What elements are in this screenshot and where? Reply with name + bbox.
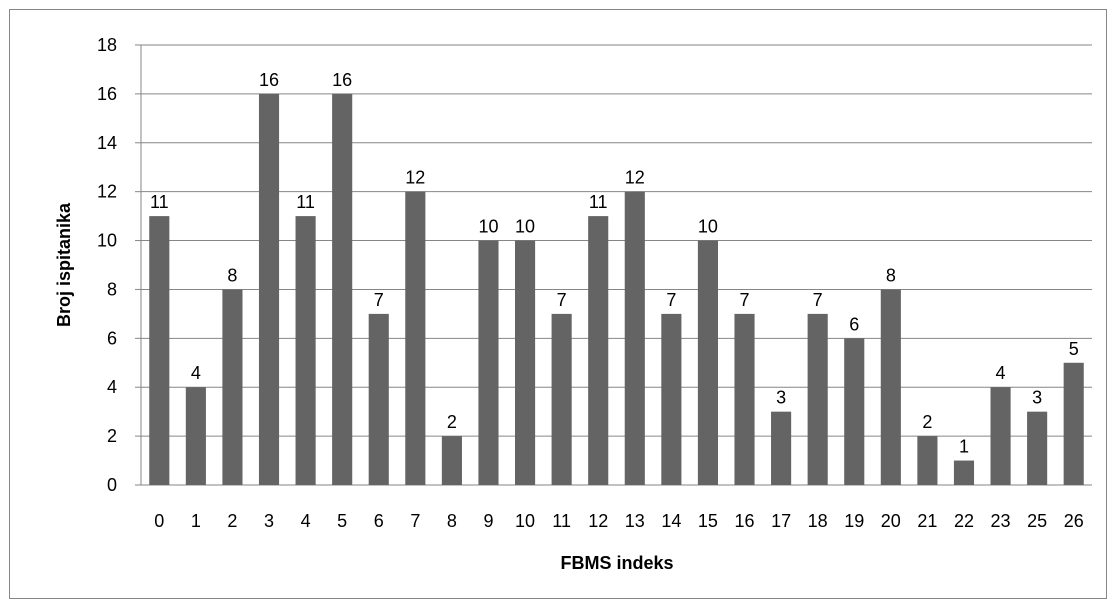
bar xyxy=(990,387,1011,485)
data-label: 7 xyxy=(666,290,676,310)
bar xyxy=(1027,411,1048,485)
y-tick-label: 8 xyxy=(107,279,117,299)
data-label: 4 xyxy=(996,363,1006,383)
data-label: 7 xyxy=(740,290,750,310)
x-tick-label: 18 xyxy=(808,511,828,531)
bar xyxy=(478,240,499,485)
data-label: 7 xyxy=(557,290,567,310)
data-label: 2 xyxy=(922,412,932,432)
bar xyxy=(185,387,206,485)
y-tick-label: 16 xyxy=(97,84,117,104)
bar xyxy=(771,411,792,485)
data-label: 11 xyxy=(150,192,169,212)
x-tick-label: 7 xyxy=(410,511,420,531)
x-tick-label: 4 xyxy=(301,511,311,531)
data-label: 10 xyxy=(478,217,498,237)
x-tick-label: 23 xyxy=(991,511,1011,531)
x-tick-label: 6 xyxy=(374,511,384,531)
data-label: 3 xyxy=(1032,388,1042,408)
bar xyxy=(661,313,682,485)
x-tick-label: 13 xyxy=(625,511,645,531)
bar xyxy=(551,313,572,485)
x-tick-label: 12 xyxy=(588,511,608,531)
y-tick-label: 6 xyxy=(107,328,117,348)
x-tick-label: 26 xyxy=(1064,511,1084,531)
data-labels: 11 4 8 16 11 16 7 12 2 10 10 7 11 12 7 10 7 3 7 6 8 2 1 4 3 5 xyxy=(150,70,1079,457)
bar xyxy=(149,216,170,485)
data-label: 12 xyxy=(625,168,645,188)
bar xyxy=(1063,362,1084,485)
data-label: 11 xyxy=(296,192,315,212)
y-axis-title: Broj ispitanika xyxy=(54,202,74,327)
data-label: 3 xyxy=(776,388,786,408)
x-tick-label: 20 xyxy=(881,511,901,531)
bar xyxy=(734,313,755,485)
bar xyxy=(332,93,353,485)
y-tick-label: 2 xyxy=(107,426,117,446)
data-label: 10 xyxy=(698,217,718,237)
data-label: 6 xyxy=(849,314,859,334)
y-tick-label: 14 xyxy=(97,133,117,153)
data-label: 16 xyxy=(332,70,352,90)
y-tick-label: 4 xyxy=(107,377,117,397)
x-tick-label: 1 xyxy=(191,511,201,531)
data-label: 16 xyxy=(259,70,279,90)
x-tick-label: 2 xyxy=(227,511,237,531)
x-tick-label: 10 xyxy=(515,511,535,531)
bar xyxy=(405,191,426,485)
x-tick-label: 19 xyxy=(844,511,864,531)
bar xyxy=(624,191,645,485)
x-tick-label: 14 xyxy=(661,511,681,531)
x-tick-label: 21 xyxy=(917,511,937,531)
bar xyxy=(697,240,719,485)
bars xyxy=(149,93,1084,485)
bar xyxy=(222,289,243,485)
bar xyxy=(441,436,462,485)
x-tick-label: 15 xyxy=(698,511,718,531)
y-tick-label: 12 xyxy=(97,182,117,202)
bar xyxy=(807,313,828,485)
data-label: 5 xyxy=(1069,339,1079,359)
x-tick-label: 17 xyxy=(771,511,791,531)
y-tick-label: 0 xyxy=(107,475,117,495)
data-label: 2 xyxy=(447,412,457,432)
x-tick-label: 11 xyxy=(552,511,571,531)
x-tick-label: 9 xyxy=(483,511,493,531)
data-label: 11 xyxy=(589,192,608,212)
data-label: 4 xyxy=(191,363,201,383)
bar xyxy=(844,338,865,485)
x-tick-label: 16 xyxy=(735,511,755,531)
data-label: 7 xyxy=(374,290,384,310)
data-label: 7 xyxy=(813,290,823,310)
bar xyxy=(258,93,280,485)
bar xyxy=(295,216,316,485)
bar xyxy=(880,289,901,485)
data-label: 1 xyxy=(959,437,969,457)
x-tick-label: 22 xyxy=(954,511,974,531)
data-label: 8 xyxy=(886,265,896,285)
x-tick-label: 8 xyxy=(447,511,457,531)
data-label: 10 xyxy=(515,217,535,237)
data-label: 12 xyxy=(405,168,425,188)
chart-frame xyxy=(9,9,1107,599)
x-tick-label: 3 xyxy=(264,511,274,531)
data-label: 8 xyxy=(227,265,237,285)
y-tick-label: 10 xyxy=(97,231,117,251)
x-tick-label: 25 xyxy=(1027,511,1047,531)
bar xyxy=(588,216,609,485)
y-tick-label: 18 xyxy=(97,35,117,55)
x-tick-label: 0 xyxy=(154,511,164,531)
x-axis-title: FBMS indeks xyxy=(560,553,673,573)
bar xyxy=(514,240,536,485)
bar xyxy=(953,460,975,485)
bar xyxy=(917,436,938,485)
x-tick-label: 5 xyxy=(337,511,347,531)
bar xyxy=(368,313,389,485)
